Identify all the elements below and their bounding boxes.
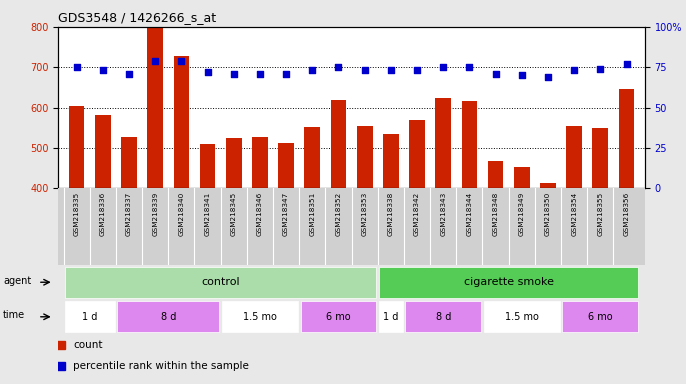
Text: GSM218350: GSM218350: [545, 192, 551, 236]
Text: 1.5 mo: 1.5 mo: [505, 312, 539, 322]
Point: [438, 64, 449, 70]
Text: GSM218342: GSM218342: [414, 192, 420, 236]
Text: GSM218345: GSM218345: [230, 192, 237, 236]
Point: [412, 67, 423, 73]
Text: 1 d: 1 d: [383, 312, 399, 322]
Text: GSM218337: GSM218337: [126, 192, 132, 236]
Bar: [117, 301, 220, 332]
Point: [333, 64, 344, 70]
Bar: [514, 167, 530, 188]
Text: GDS3548 / 1426266_s_at: GDS3548 / 1426266_s_at: [58, 11, 217, 24]
Bar: [331, 100, 346, 188]
Bar: [436, 98, 451, 188]
Text: 6 mo: 6 mo: [326, 312, 351, 322]
Point: [97, 67, 108, 73]
Text: GSM218344: GSM218344: [466, 192, 473, 236]
Bar: [563, 301, 638, 332]
Bar: [226, 138, 241, 188]
Text: GSM218343: GSM218343: [440, 192, 446, 236]
Text: agent: agent: [3, 275, 31, 286]
Text: GSM218356: GSM218356: [624, 192, 630, 236]
Point: [150, 58, 161, 64]
Bar: [69, 106, 84, 188]
Text: GSM218340: GSM218340: [178, 192, 185, 236]
Point: [595, 66, 606, 72]
Point: [202, 69, 213, 75]
Text: GSM218348: GSM218348: [493, 192, 499, 236]
Bar: [252, 137, 268, 188]
Text: GSM218349: GSM218349: [519, 192, 525, 236]
Text: GSM218346: GSM218346: [257, 192, 263, 236]
Bar: [65, 267, 377, 298]
Point: [281, 71, 292, 77]
Bar: [619, 89, 635, 188]
Bar: [222, 301, 298, 332]
Bar: [383, 134, 399, 188]
Bar: [462, 101, 477, 188]
Point: [569, 67, 580, 73]
Bar: [488, 161, 504, 188]
Text: GSM218335: GSM218335: [73, 192, 80, 236]
Text: GSM218353: GSM218353: [362, 192, 368, 236]
Bar: [95, 115, 110, 188]
Point: [464, 64, 475, 70]
Bar: [300, 301, 377, 332]
Text: time: time: [3, 310, 25, 320]
Bar: [484, 301, 560, 332]
Bar: [279, 143, 294, 188]
Text: 8 d: 8 d: [161, 312, 176, 322]
Point: [176, 58, 187, 64]
Point: [255, 71, 265, 77]
Point: [490, 71, 501, 77]
Point: [386, 67, 397, 73]
Point: [228, 71, 239, 77]
Text: 8 d: 8 d: [436, 312, 451, 322]
Text: control: control: [201, 277, 240, 287]
Bar: [121, 137, 137, 188]
Text: GSM218336: GSM218336: [100, 192, 106, 236]
Point: [123, 71, 134, 77]
Text: cigarette smoke: cigarette smoke: [464, 277, 554, 287]
Text: GSM218352: GSM218352: [335, 192, 342, 236]
Text: GSM218354: GSM218354: [571, 192, 577, 236]
Text: GSM218351: GSM218351: [309, 192, 316, 236]
Bar: [409, 121, 425, 188]
Text: GSM218341: GSM218341: [204, 192, 211, 236]
Text: 1.5 mo: 1.5 mo: [243, 312, 277, 322]
Bar: [357, 126, 372, 188]
Text: GSM218347: GSM218347: [283, 192, 289, 236]
Bar: [200, 144, 215, 188]
Bar: [174, 56, 189, 188]
Text: GSM218339: GSM218339: [152, 192, 158, 236]
Bar: [593, 129, 608, 188]
Point: [359, 67, 370, 73]
Point: [517, 72, 528, 78]
Text: percentile rank within the sample: percentile rank within the sample: [73, 361, 249, 371]
Text: GSM218355: GSM218355: [598, 192, 603, 236]
Bar: [147, 28, 163, 188]
Text: 6 mo: 6 mo: [588, 312, 613, 322]
Point: [621, 61, 632, 67]
Bar: [379, 267, 638, 298]
Text: GSM218338: GSM218338: [388, 192, 394, 236]
Point: [307, 67, 318, 73]
Bar: [305, 127, 320, 188]
Point: [71, 64, 82, 70]
Text: count: count: [73, 339, 102, 350]
Bar: [566, 126, 582, 188]
Bar: [540, 183, 556, 188]
Text: 1 d: 1 d: [82, 312, 97, 322]
Point: [543, 74, 554, 80]
Bar: [405, 301, 481, 332]
Bar: [379, 301, 403, 332]
Bar: [65, 301, 115, 332]
